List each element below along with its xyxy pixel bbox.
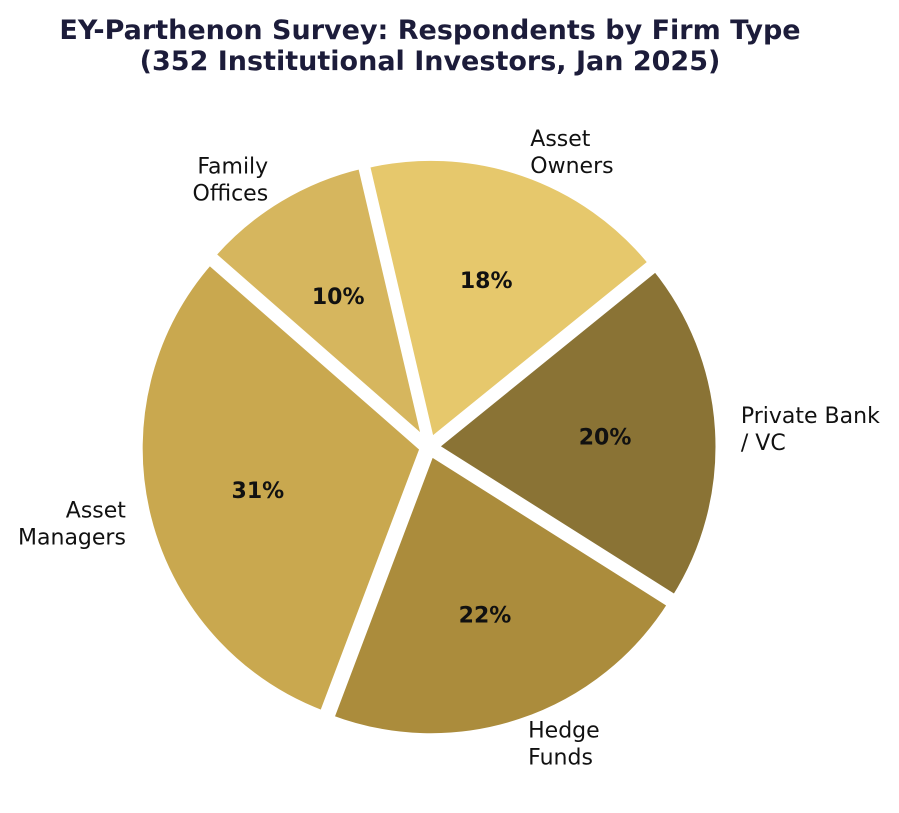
pie-category-label-line: Offices — [193, 182, 269, 207]
pie-pct-label: 22% — [459, 603, 512, 628]
pie-category-label-line: Hedge — [528, 719, 600, 744]
pie-category-label-line: Funds — [528, 746, 593, 771]
chart-title: EY-Parthenon Survey: Respondents by Firm… — [59, 15, 800, 46]
pie-slice-asset-owners — [362, 153, 657, 448]
pie-category-label-line: / VC — [741, 431, 786, 456]
pie-category-label: Asset Owners — [530, 127, 613, 179]
pie-category-label: Family Offices — [193, 155, 269, 207]
pie-pct-label: 18% — [460, 269, 513, 294]
pie-category-label-line: Managers — [18, 525, 126, 550]
pie-category-label-line: Private Bank — [741, 404, 880, 429]
pie-pct-label: 10% — [312, 285, 365, 310]
pie-slice-family-offices — [207, 161, 432, 452]
chart-subtitle: (352 Institutional Investors, Jan 2025) — [140, 46, 721, 77]
pie-pct-label: 31% — [232, 479, 285, 504]
pie-category-label-line: Asset — [530, 127, 591, 152]
pie-slices — [135, 153, 723, 741]
pie-category-label-line: Asset — [66, 498, 127, 523]
pie-category-label: Asset Managers — [18, 498, 126, 550]
pie-slice-hedge-funds — [325, 447, 676, 741]
pie-pct-label: 20% — [579, 426, 632, 451]
pie-category-label-line: Family — [197, 155, 268, 180]
pie-slice-asset-managers — [135, 256, 428, 719]
pie-slice-private-bank-vc — [428, 262, 723, 604]
pie-category-label: Private Bank / VC — [741, 404, 880, 456]
pie-category-label: Hedge Funds — [528, 719, 600, 771]
pie-category-label-line: Owners — [530, 154, 613, 179]
